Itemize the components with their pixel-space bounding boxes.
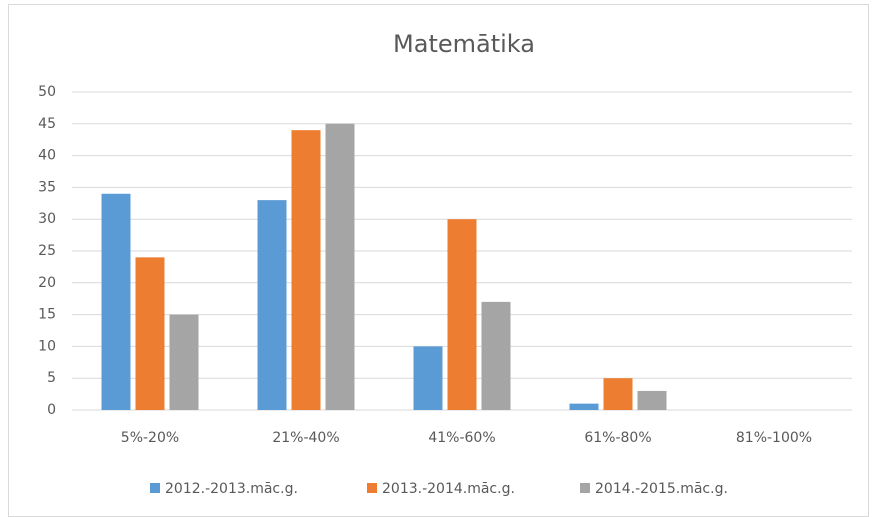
y-tick-label: 50	[38, 84, 56, 100]
legend-swatch	[150, 483, 160, 493]
bar	[413, 346, 443, 410]
legend-label: 2013.-2014.māc.g.	[382, 481, 515, 497]
bar	[325, 123, 355, 411]
bar	[169, 314, 199, 410]
bar	[481, 301, 511, 410]
bar	[637, 390, 667, 410]
y-tick-label: 0	[47, 402, 56, 418]
bar	[603, 378, 633, 410]
bar	[135, 257, 165, 410]
bar	[101, 193, 131, 410]
legend-label: 2014.-2015.māc.g.	[595, 481, 728, 497]
legend-swatch	[580, 483, 590, 493]
bar	[291, 130, 321, 410]
x-tick-label: 61%-80%	[584, 430, 651, 446]
x-tick-label: 21%-40%	[272, 430, 339, 446]
y-tick-label: 25	[38, 243, 56, 259]
y-tick-label: 35	[38, 179, 56, 195]
bar	[447, 219, 477, 410]
y-tick-label: 5	[47, 370, 56, 386]
legend-swatch	[367, 483, 377, 493]
y-tick-label: 40	[38, 148, 56, 164]
legend-label: 2012.-2013.māc.g.	[165, 481, 298, 497]
x-tick-label: 81%-100%	[736, 430, 812, 446]
bar	[257, 200, 287, 410]
y-tick-label: 15	[38, 307, 56, 323]
bar	[569, 403, 599, 410]
x-tick-label: 41%-60%	[428, 430, 495, 446]
y-tick-label: 45	[38, 116, 56, 132]
y-tick-label: 10	[38, 338, 56, 354]
x-tick-label: 5%-20%	[121, 430, 179, 446]
chart-title: Matemātika	[393, 30, 535, 58]
y-tick-label: 20	[38, 275, 56, 291]
y-tick-label: 30	[38, 211, 56, 227]
